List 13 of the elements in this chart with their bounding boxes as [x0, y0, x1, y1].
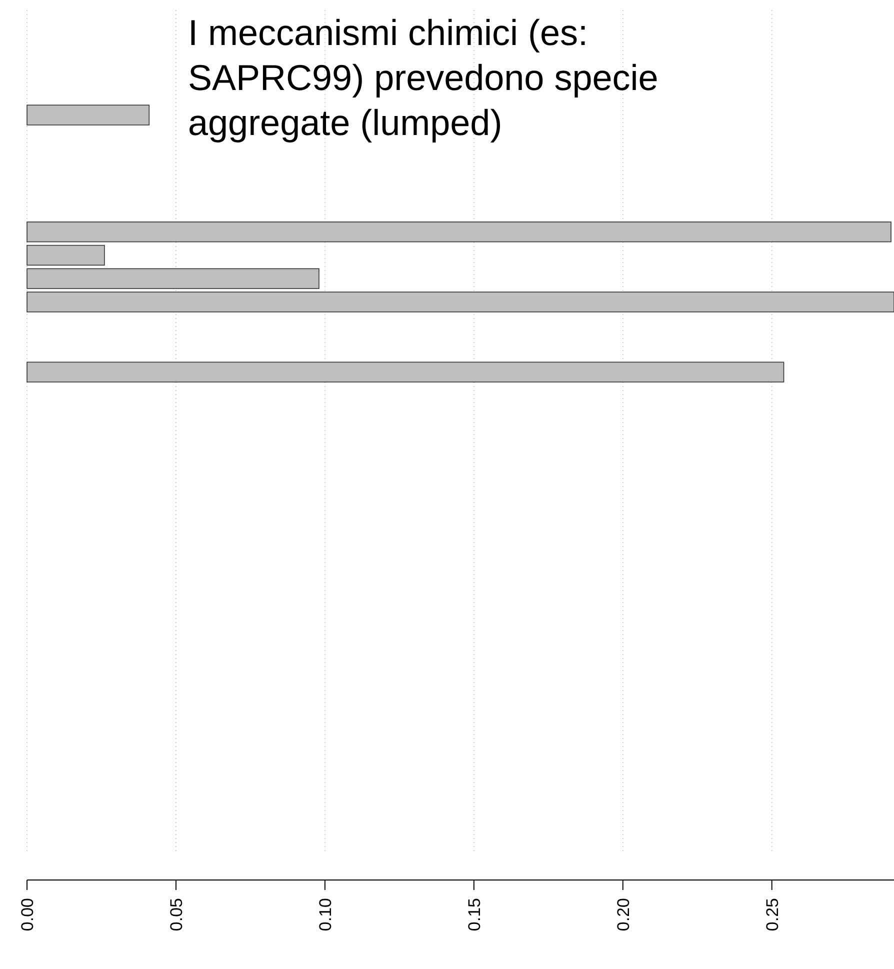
x-tick-label: 0.05 [166, 898, 186, 932]
bar [26, 292, 894, 312]
bar [26, 362, 784, 382]
bar [26, 268, 320, 289]
bar [26, 104, 150, 126]
x-tick-label: 0.20 [614, 898, 633, 932]
bar [26, 222, 892, 242]
x-tick-label: 0.15 [464, 898, 484, 932]
x-tick-label: 0.25 [762, 898, 782, 932]
bar [26, 244, 105, 266]
x-tick-label: 0.00 [18, 898, 37, 932]
annotation: I meccanismi chimici (es: SAPRC99) prevedono specie aggregate (lumped) [188, 12, 658, 143]
x-tick-label: 0.10 [316, 898, 335, 932]
